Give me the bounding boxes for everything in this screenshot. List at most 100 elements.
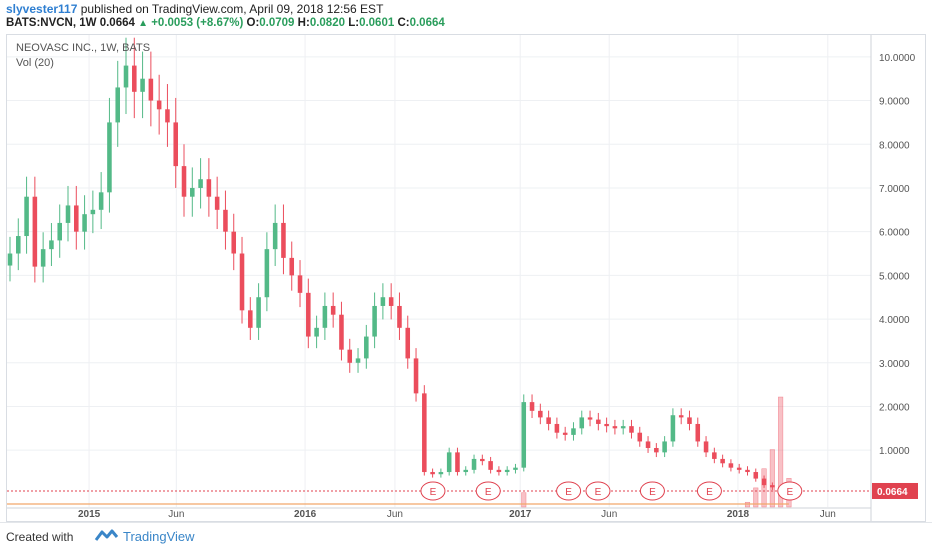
price-chart[interactable]: 10.0000 9.0000 8.0000 7.0000 6.0000 5.0000 4.0… bbox=[0, 0, 932, 522]
candle-body bbox=[405, 327, 411, 359]
price-change: +0.0053 (+8.67%) bbox=[151, 17, 244, 29]
candle-body bbox=[272, 222, 278, 250]
last-price-badge bbox=[872, 482, 918, 499]
candle-body bbox=[123, 65, 129, 88]
candle-body bbox=[181, 166, 187, 197]
earnings-marker bbox=[420, 481, 446, 501]
y-tick-label: 9.0000 bbox=[879, 97, 910, 108]
candle-body bbox=[720, 458, 725, 464]
candle-body bbox=[206, 179, 212, 197]
candle-body bbox=[98, 192, 104, 210]
y-tick-label: 10.0000 bbox=[879, 53, 916, 64]
candle-body bbox=[745, 469, 750, 473]
candle-body bbox=[190, 187, 195, 197]
candle-body bbox=[662, 441, 667, 453]
candle-body bbox=[488, 461, 493, 470]
candle-body bbox=[554, 423, 560, 433]
candle-body bbox=[546, 417, 551, 424]
candle-body bbox=[372, 305, 377, 337]
created-with-label: Created with bbox=[6, 530, 74, 544]
open-label: O: bbox=[246, 17, 260, 29]
earnings-marker bbox=[639, 481, 665, 501]
x-tick-label: Jun bbox=[168, 509, 184, 520]
last-price-label: 0.0664 bbox=[877, 487, 908, 498]
volume-bar bbox=[753, 487, 759, 508]
quote-line: BATS:NVCN, 1W 0.0664 ▲ +0.0053 (+8.67%) … bbox=[6, 17, 445, 29]
candle-body bbox=[529, 402, 535, 411]
candle-body bbox=[388, 297, 394, 306]
volume-legend: Vol (20) bbox=[16, 57, 54, 69]
candle-body bbox=[49, 240, 54, 250]
y-tick-label: 2.0000 bbox=[879, 402, 910, 413]
earnings-marker-label: E bbox=[485, 487, 492, 498]
candle-body bbox=[463, 469, 469, 473]
candle-body bbox=[695, 423, 701, 442]
x-tick-label: Jun bbox=[601, 509, 617, 520]
earnings-marker-label: E bbox=[786, 487, 793, 498]
candle-body bbox=[173, 122, 179, 167]
candle-body bbox=[7, 253, 13, 266]
candle-body bbox=[16, 236, 21, 254]
candle-body bbox=[687, 417, 692, 424]
y-tick-label: 6.0000 bbox=[879, 228, 910, 239]
candle-body bbox=[538, 410, 543, 418]
candle-body bbox=[455, 452, 460, 473]
x-tick-label: Jun bbox=[820, 509, 836, 520]
y-tick-label: 3.0000 bbox=[879, 359, 910, 370]
candle-body bbox=[57, 222, 62, 241]
y-tick-label: 7.0000 bbox=[879, 184, 910, 195]
candle-body bbox=[521, 402, 527, 468]
y-tick-label: 5.0000 bbox=[879, 271, 910, 282]
candle-body bbox=[198, 179, 203, 188]
high-label: H: bbox=[297, 17, 310, 29]
candle-body bbox=[736, 467, 742, 470]
y-tick-label: 8.0000 bbox=[879, 140, 910, 151]
earnings-marker bbox=[777, 481, 803, 501]
author-link[interactable]: slyvester117 bbox=[6, 2, 78, 16]
earnings-marker bbox=[696, 481, 722, 501]
tradingview-logo[interactable]: TradingView bbox=[93, 528, 195, 544]
volume-bar bbox=[744, 501, 751, 508]
candle-body bbox=[438, 472, 444, 475]
x-tick-label: 2017 bbox=[509, 509, 532, 520]
high-value: 0.0820 bbox=[309, 17, 345, 29]
earnings-marker-label: E bbox=[595, 487, 602, 498]
candle-body bbox=[612, 426, 618, 429]
candle-body bbox=[339, 314, 344, 350]
candle-body bbox=[24, 196, 29, 237]
candle-body bbox=[239, 253, 245, 311]
earnings-marker bbox=[585, 481, 611, 501]
volume-bar bbox=[521, 492, 527, 508]
x-tick-label: 2016 bbox=[294, 509, 317, 520]
close-value: 0.0664 bbox=[409, 17, 445, 29]
last-price: 0.0664 bbox=[99, 17, 135, 29]
earnings-marker-label: E bbox=[649, 487, 656, 498]
candle-body bbox=[654, 448, 659, 453]
volume-bar bbox=[778, 396, 784, 508]
volume-bar bbox=[769, 449, 775, 508]
candle-body bbox=[289, 257, 295, 276]
candle-body bbox=[107, 122, 112, 193]
candle-body bbox=[637, 432, 643, 442]
candle-body bbox=[678, 415, 684, 418]
tradingview-brand-text: TradingView bbox=[123, 528, 195, 544]
chart-frame bbox=[6, 34, 926, 522]
candle-body bbox=[430, 472, 435, 475]
publish-info: published on TradingView.com, April 09, … bbox=[80, 2, 384, 16]
candle-body bbox=[761, 478, 767, 486]
candle-body bbox=[604, 423, 609, 427]
candle-body bbox=[306, 292, 311, 337]
earnings-marker bbox=[556, 481, 582, 501]
candle-body bbox=[629, 426, 634, 433]
candle-body bbox=[330, 305, 336, 315]
earnings-marker-label: E bbox=[565, 487, 572, 498]
candle-body bbox=[471, 458, 477, 470]
earnings-marker-label: E bbox=[430, 487, 437, 498]
candle-body bbox=[281, 222, 286, 258]
candle-body bbox=[314, 327, 319, 337]
candle-body bbox=[132, 65, 137, 92]
candle-body bbox=[620, 426, 626, 429]
x-tick-label: 2018 bbox=[727, 509, 750, 520]
symbol-label: BATS:NVCN, 1W bbox=[6, 17, 97, 29]
up-arrow-icon: ▲ bbox=[138, 18, 149, 29]
